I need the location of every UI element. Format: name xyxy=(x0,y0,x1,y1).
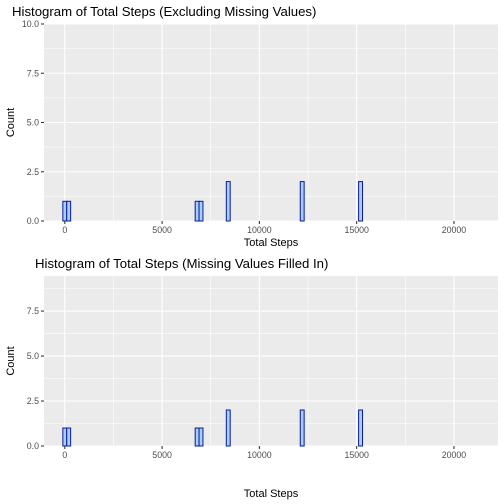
histogram-bar xyxy=(62,200,68,222)
histogram-bar xyxy=(198,200,204,222)
x-axis-ticks: 0 5000 10000 15000 20000 xyxy=(62,446,466,460)
bars xyxy=(62,409,364,447)
y-axis-ticks: 0.0 2.5 5.0 7.5 xyxy=(27,306,44,451)
x-tick-label: 5000 xyxy=(152,225,172,235)
histogram-bar xyxy=(198,427,204,447)
y-tick-label: 5.0 xyxy=(27,118,39,128)
y-tick-label: 0.0 xyxy=(27,441,39,451)
y-tick-label: 2.5 xyxy=(27,396,39,406)
gridlines xyxy=(44,23,498,222)
histogram-missing-filled: Histogram of Total Steps (Missing Values… xyxy=(5,256,498,500)
histogram-bar xyxy=(225,181,231,222)
histogram-bar xyxy=(62,427,68,447)
gridlines xyxy=(44,276,498,447)
x-tick-label: 15000 xyxy=(344,450,369,460)
y-axis-ticks: 0.0 2.5 5.0 7.5 10.0 xyxy=(22,19,44,226)
y-tick-label: 7.5 xyxy=(27,68,39,78)
histogram-bar xyxy=(66,200,72,222)
x-tick-label: 20000 xyxy=(442,225,467,235)
x-tick-label: 20000 xyxy=(442,450,467,460)
y-tick-label: 7.5 xyxy=(27,306,39,316)
plot-panel xyxy=(44,276,498,446)
x-axis-label: Total Steps xyxy=(244,237,299,249)
x-tick-label: 15000 xyxy=(344,225,369,235)
x-tick-label: 10000 xyxy=(247,225,272,235)
y-tick-label: 5.0 xyxy=(27,351,39,361)
histogram-bar xyxy=(66,427,72,447)
histogram-bar xyxy=(225,409,231,447)
y-tick-label: 10.0 xyxy=(22,19,39,29)
histogram-bar xyxy=(194,427,200,447)
chart-title: Histogram of Total Steps (Missing Values… xyxy=(35,256,328,271)
histogram-bar xyxy=(299,409,305,447)
x-tick-label: 0 xyxy=(62,450,67,460)
histogram-bar xyxy=(299,181,305,222)
x-axis-ticks: 0 5000 10000 15000 20000 xyxy=(62,221,466,235)
x-tick-label: 5000 xyxy=(152,450,172,460)
x-axis-label: Total Steps xyxy=(244,488,299,500)
x-tick-label: 10000 xyxy=(247,450,272,460)
histogram-bar xyxy=(358,409,364,447)
y-axis-label: Count xyxy=(5,108,17,137)
chart-title: Histogram of Total Steps (Excluding Miss… xyxy=(12,4,316,19)
y-tick-label: 2.5 xyxy=(27,167,39,177)
y-tick-label: 0.0 xyxy=(27,216,39,226)
histogram-bar xyxy=(194,200,200,222)
histogram-bar xyxy=(358,181,364,222)
x-tick-label: 0 xyxy=(62,225,67,235)
y-axis-label: Count xyxy=(5,346,17,375)
bars xyxy=(62,181,364,222)
histogram-excluding-missing: Histogram of Total Steps (Excluding Miss… xyxy=(5,4,498,249)
